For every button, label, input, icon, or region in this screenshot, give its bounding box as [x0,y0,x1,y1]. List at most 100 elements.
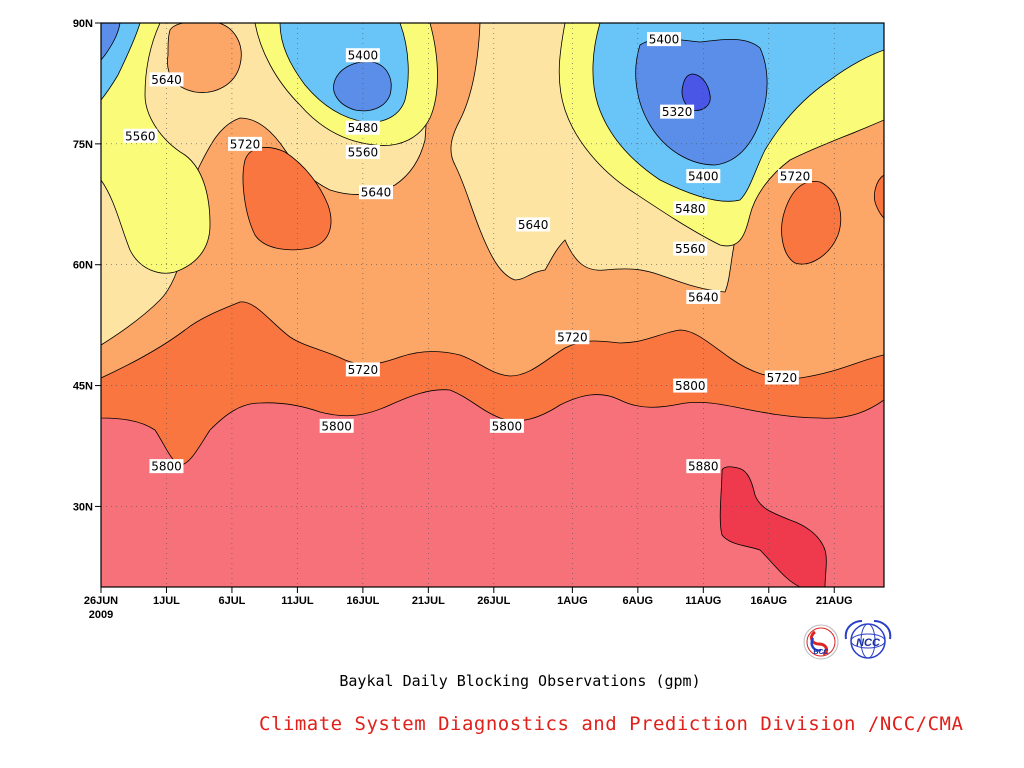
x-axis: 26JUN 1JUL 6JUL 11JUL 16JUL 21JUL 26JUL 1AUG 6AU… [84,587,853,621]
cell-5720-red-west [242,147,332,251]
contour-label-text: 5560 [675,242,706,256]
contour-label-text: 5560 [348,145,379,159]
contour-label-text: 5800 [675,379,706,393]
y-tick-label: 75N [73,139,93,151]
x-tick-label: 11AUG [685,595,721,607]
x-tick-label: 1AUG [557,595,588,607]
contour-label: 5640 [686,289,721,304]
x-tick-label: 26JUL [477,595,510,607]
y-tick-label: 90N [73,18,93,30]
contour-label-text: 5560 [125,129,156,143]
x-tick-label: 1JUL [153,595,180,607]
band-5480-5560-left [101,23,211,274]
contour-label-text: 5640 [688,290,719,304]
contour-labels: 5400 5640 5560 5720 5480 5560 5640 5400 5320 5400… [123,32,812,474]
contour-label-text: 5640 [361,186,392,200]
contour-label: 5480 [345,120,380,135]
contour-label-bg [319,418,354,433]
y-tick-label: 60N [73,260,93,272]
contour-label: 5720 [764,370,799,385]
x-tick-label: 26JUN [84,595,118,607]
ncc-logo-text: NCC [856,637,881,649]
contour-label-bg [777,169,812,184]
contour-label-bg [764,370,799,385]
contour-label: 5400 [686,169,721,184]
band-5320-5400-left [101,23,121,61]
contour-label-text: 5800 [151,460,182,474]
contour-label-text: 5720 [557,331,588,345]
contour-label: 5560 [673,241,708,256]
y-tick-label: 30N [73,501,93,513]
contour-label-bg [123,128,158,143]
filled-contours [101,23,884,587]
ncc-logo: NCC [844,620,892,661]
footer-division: Climate System Diagnostics and Predictio… [259,713,964,735]
contour-label-bg [149,72,184,87]
contour-label-bg [686,169,721,184]
x-tick-label: 6AUG [623,595,654,607]
contour-label: 5800 [489,418,524,433]
contour-label-text: 5400 [688,170,719,184]
contour-label-bg [647,32,682,47]
contour-label: 5720 [555,330,590,345]
y-tick-label: 45N [73,381,93,393]
contour-label-bg [673,201,708,216]
contour-label-bg [345,362,380,377]
contour-label-text: 5480 [348,121,379,135]
contour-label-bg [686,289,721,304]
contour-label: 5880 [686,459,721,474]
x-tick-label: 16JUL [346,595,379,607]
contour-label: 5720 [345,362,380,377]
contour-label: 5560 [123,128,158,143]
contour-label: 5720 [228,136,263,151]
contour-label-text: 5400 [649,33,680,47]
contour-label-bg [489,418,524,433]
bcc-logo-text: BCC [813,649,828,656]
plot-frame [100,22,885,588]
contour-label-bg [555,330,590,345]
band-5320-5400-center [333,61,392,112]
contour-label-text: 5720 [780,170,811,184]
contour-label-text: 5880 [688,460,719,474]
contour-label: 5640 [516,217,551,232]
chart-caption: Baykal Daily Blocking Observations (gpm) [339,672,701,690]
contour-label-text: 5720 [230,137,261,151]
contour-label: 5640 [358,185,393,200]
x-tick-label: 6JUL [218,595,245,607]
band-above-5880 [719,466,827,587]
contour-label: 5480 [673,201,708,216]
y-axis: 90N 75N 60N 45N 30N [73,18,101,513]
contour-label-bg [345,48,380,63]
contour-label-bg [673,241,708,256]
contour-label-bg [228,136,263,151]
x-tick-label: 11JUL [281,595,314,607]
contour-label: 5320 [660,104,695,119]
contour-label-bg [660,104,695,119]
contour-label: 5800 [673,378,708,393]
contour-label: 5720 [777,169,812,184]
contour-label-text: 5640 [518,218,549,232]
contour-label-text: 5800 [492,419,523,433]
contour-label: 5560 [345,144,380,159]
contour-label-text: 5720 [348,363,379,377]
contour-label-text: 5720 [767,371,798,385]
contour-label-text: 5480 [675,202,706,216]
contour-label-bg [673,378,708,393]
contour-label-bg [345,144,380,159]
contour-label-text: 5320 [662,105,693,119]
contour-label: 5800 [149,459,184,474]
contour-label: 5800 [319,418,354,433]
contour-label-bg [149,459,184,474]
contour-label-bg [345,120,380,135]
contour-label-bg [516,217,551,232]
x-year-label: 2009 [89,609,113,621]
contour-label: 5400 [345,48,380,63]
x-tick-label: 21JUL [412,595,445,607]
contour-label-bg [686,459,721,474]
contour-label: 5640 [149,72,184,87]
contour-label-text: 5800 [321,419,352,433]
contour-label-text: 5400 [348,49,379,63]
x-tick-label: 16AUG [750,595,787,607]
x-tick-label: 21AUG [816,595,853,607]
